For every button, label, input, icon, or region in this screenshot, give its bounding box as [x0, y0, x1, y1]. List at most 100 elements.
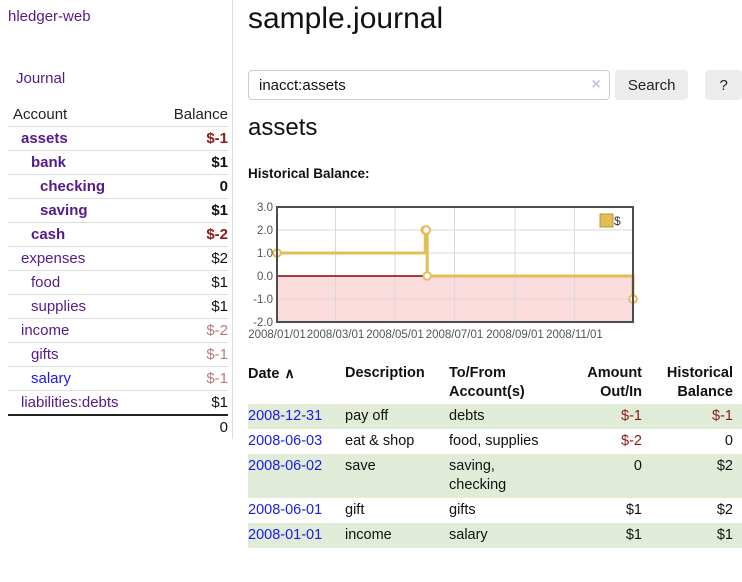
account-link-cash[interactable]: cash — [31, 226, 66, 243]
historical-balance-label: Historical Balance: — [248, 166, 370, 181]
transaction-accounts-text: saving, checking — [449, 458, 507, 493]
account-row: liabilities:debts $1 — [8, 391, 228, 416]
transaction-date-cell: 2008-01-01 — [248, 523, 345, 548]
account-link-supplies[interactable]: supplies — [31, 298, 87, 315]
transaction-date-cell: 2008-12-31 — [248, 404, 345, 429]
transaction-date-link[interactable]: 2008-01-01 — [248, 527, 323, 543]
transaction-balance-cell: $2 — [716, 502, 733, 518]
transaction-description-cell: pay off — [345, 408, 389, 424]
app-brand-link[interactable]: hledger-web — [8, 8, 91, 25]
account-link-checking[interactable]: checking — [40, 178, 106, 195]
accounts-total-row: 0 — [8, 416, 228, 439]
account-column-header: Account — [13, 106, 68, 123]
legend-label: $ — [614, 214, 621, 228]
account-balance: 0 — [219, 178, 228, 195]
transaction-accounts-cell: saving, checking — [449, 454, 578, 498]
account-link-expenses[interactable]: expenses — [21, 250, 86, 267]
account-row: cash $-2 — [8, 223, 228, 247]
search-bar: × Search ? — [248, 70, 742, 100]
account-link-saving[interactable]: saving — [40, 202, 88, 219]
clear-search-icon[interactable]: × — [591, 76, 601, 93]
account-row: salary $-1 — [8, 367, 228, 391]
transaction-amount-cell: 0 — [633, 458, 642, 474]
register-table: Date ∧ Description To/From Account(s) Amo… — [248, 362, 742, 548]
account-link-salary[interactable]: salary — [31, 370, 72, 387]
x-axis-tick-label: 2008/03/01 — [307, 329, 365, 341]
transaction-date-cell: 2008-06-02 — [248, 454, 345, 498]
sidebar-item-journal[interactable]: Journal — [16, 70, 66, 87]
account-row: expenses $2 — [8, 247, 228, 271]
account-heading: assets — [248, 114, 318, 141]
transaction-accounts-text: food, supplies — [449, 433, 539, 449]
account-row: supplies $1 — [8, 295, 228, 319]
account-balance: $-1 — [206, 346, 228, 363]
account-link-assets[interactable]: assets — [21, 130, 68, 147]
x-axis-tick-label: 2008/01/01 — [248, 329, 306, 341]
account-row: food $1 — [8, 271, 228, 295]
x-axis-tick-label: 2008/07/01 — [426, 329, 484, 341]
account-link-gifts[interactable]: gifts — [31, 346, 59, 363]
balance-column-header: Historical Balance — [666, 365, 733, 400]
account-balance: $1 — [211, 394, 228, 411]
account-link-liabilities-debts[interactable]: liabilities:debts — [21, 394, 119, 411]
transaction-date-link[interactable]: 2008-06-03 — [248, 433, 323, 449]
description-column-header: Description — [345, 365, 425, 381]
account-row: saving $1 — [8, 199, 228, 223]
search-button[interactable]: Search — [614, 70, 689, 100]
accounts-table: Account Balance assets $-1 bank $1 checking 0… — [8, 103, 228, 439]
register-row: 2008-06-03 eat & shop food, supplies $-2 0 — [248, 429, 742, 454]
transaction-date-link[interactable]: 2008-06-02 — [248, 458, 323, 474]
transaction-description-cell: save — [345, 458, 376, 474]
register-row: 2008-06-02 save saving, checking 0 $2 — [248, 454, 742, 498]
account-balance: $-1 — [206, 130, 228, 147]
sort-ascending-icon: ∧ — [284, 365, 295, 381]
x-axis-tick-label: 2008/05/01 — [366, 329, 424, 341]
register-row: 2008-01-01 income salary $1 $1 — [248, 523, 742, 548]
transaction-accounts-cell: debts — [449, 404, 578, 429]
transaction-amount-cell: $-1 — [621, 408, 642, 424]
account-link-food[interactable]: food — [31, 274, 61, 291]
account-row: checking 0 — [8, 175, 228, 199]
account-row: gifts $-1 — [8, 343, 228, 367]
accounts-table-header: Account Balance — [8, 103, 228, 127]
data-point-marker — [422, 271, 433, 281]
account-link-bank[interactable]: bank — [31, 154, 67, 171]
main-content: sample.journal × Search ? assets Histori… — [248, 0, 742, 582]
search-input[interactable] — [248, 70, 610, 100]
transaction-amount-cell: $1 — [625, 502, 642, 518]
y-axis-tick-label: -2.0 — [253, 317, 273, 329]
y-axis-tick-label: 0.0 — [257, 271, 273, 283]
accounts-total-value: 0 — [219, 419, 228, 436]
transaction-description-cell: gift — [345, 502, 365, 518]
account-link-income[interactable]: income — [21, 322, 70, 339]
transaction-date-link[interactable]: 2008-12-31 — [248, 408, 323, 424]
legend-swatch-icon — [599, 213, 614, 228]
account-balance: $1 — [211, 298, 228, 315]
y-axis-tick-label: 2.0 — [257, 225, 273, 237]
transaction-date-cell: 2008-06-03 — [248, 429, 345, 454]
date-header-label: Date — [248, 366, 280, 382]
data-point-marker — [421, 225, 432, 235]
x-axis-tick-label: 2008/09/01 — [486, 329, 544, 341]
transaction-accounts-text: debts — [449, 408, 485, 424]
transaction-date-link[interactable]: 2008-06-01 — [248, 502, 323, 518]
transaction-balance-cell: $1 — [716, 527, 733, 543]
account-balance: $1 — [211, 202, 228, 219]
x-axis-tick-label: 2008/11/01 — [546, 329, 603, 341]
transaction-accounts-cell: food, supplies — [449, 429, 578, 454]
y-axis-tick-label: 1.0 — [257, 248, 273, 260]
transaction-amount-cell: $-2 — [621, 433, 642, 449]
transaction-accounts-cell: gifts — [449, 498, 578, 523]
transaction-accounts-cell: salary — [449, 523, 578, 548]
help-button[interactable]: ? — [705, 70, 742, 100]
register-header-row: Date ∧ Description To/From Account(s) Amo… — [248, 362, 742, 404]
transaction-balance-cell: 0 — [724, 433, 733, 449]
y-axis-tick-label: -1.0 — [253, 294, 273, 306]
register-row: 2008-12-31 pay off debts $-1 $-1 — [248, 404, 742, 429]
date-column-header[interactable]: Date ∧ — [248, 362, 345, 404]
account-balance: $1 — [211, 154, 228, 171]
account-balance: $-2 — [206, 322, 228, 339]
account-balance: $2 — [211, 250, 228, 267]
account-balance: $1 — [211, 274, 228, 291]
